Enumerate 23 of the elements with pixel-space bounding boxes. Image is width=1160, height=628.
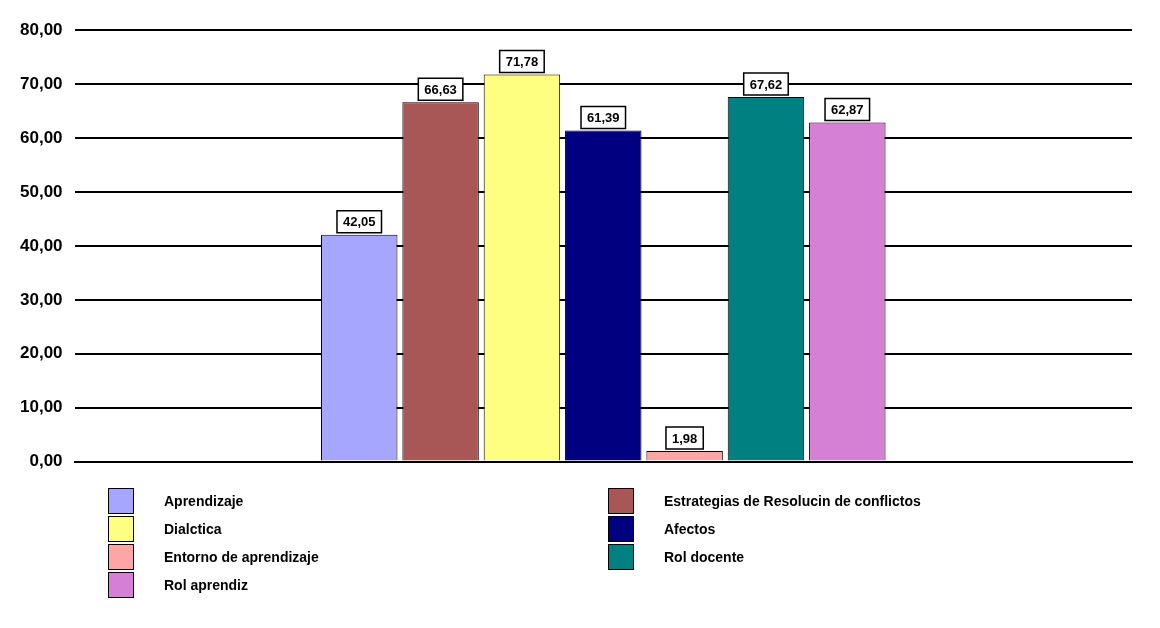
legend-label: Aprendizaje [164, 493, 244, 509]
data-label: 42,05 [342, 214, 376, 230]
legend-label: Rol docente [664, 549, 745, 565]
data-label: 62,87 [831, 102, 864, 118]
data-label: 1,98 [671, 430, 698, 446]
y-tick-label: 80,00 [19, 19, 63, 39]
legend-label: Rol aprendiz [164, 577, 249, 593]
y-tick-label: 30,00 [19, 289, 63, 309]
legend-label: Dialctica [164, 521, 222, 537]
y-tick-label: 70,00 [19, 73, 63, 93]
data-label: 67,62 [749, 76, 783, 92]
legend-label: Afectos [664, 521, 716, 537]
y-tick-label: 40,00 [19, 235, 63, 255]
data-label: 71,78 [505, 54, 539, 70]
y-tick-label: 0,00 [29, 451, 63, 471]
data-label: 61,39 [587, 110, 620, 126]
y-tick-label: 50,00 [19, 181, 63, 201]
y-tick-label: 10,00 [19, 397, 63, 417]
legend-label: Entorno de aprendizaje [164, 549, 319, 565]
y-tick-label: 20,00 [19, 343, 63, 363]
legend-label: Estrategias de Resolucin de conflictos [664, 493, 921, 509]
data-label: 66,63 [424, 81, 457, 97]
y-tick-label: 60,00 [19, 127, 63, 147]
